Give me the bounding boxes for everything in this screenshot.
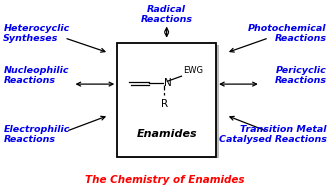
Text: The Chemistry of Enamides: The Chemistry of Enamides [85, 175, 245, 185]
Text: Electrophilic
Reactions: Electrophilic Reactions [3, 125, 70, 144]
Text: Photochemical
Reactions: Photochemical Reactions [248, 24, 327, 43]
Text: Enamides: Enamides [136, 129, 197, 139]
Text: Pericyclic
Reactions: Pericyclic Reactions [275, 66, 327, 85]
Text: Nucleophilic
Reactions: Nucleophilic Reactions [3, 66, 69, 85]
Text: N: N [164, 78, 172, 88]
Bar [120, 45, 219, 158]
Text: Heterocyclic
Syntheses: Heterocyclic Syntheses [3, 24, 70, 43]
Text: R: R [161, 99, 168, 109]
Bar [117, 43, 216, 157]
Text: Radical
Reactions: Radical Reactions [141, 5, 193, 24]
Text: Transition Metal
Catalysed Reactions: Transition Metal Catalysed Reactions [219, 125, 327, 144]
Text: EWG: EWG [183, 66, 203, 75]
